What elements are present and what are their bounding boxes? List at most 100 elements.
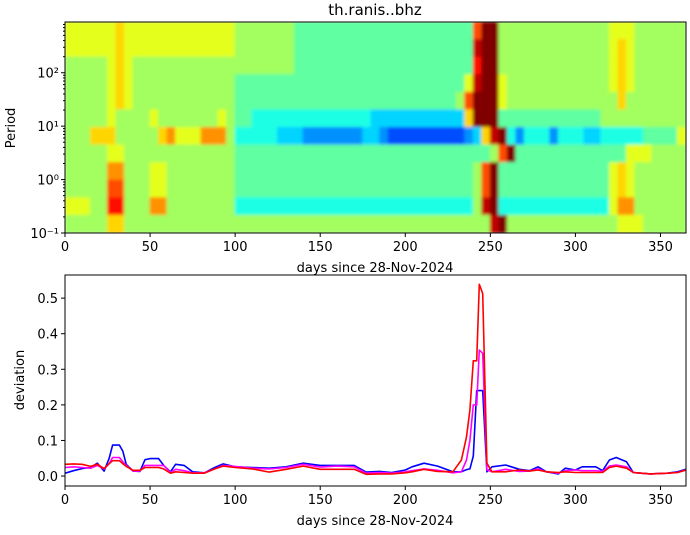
heatmap-cell [498, 74, 508, 93]
heatmap-cell [600, 109, 610, 128]
heatmap-cell [200, 214, 211, 233]
heatmap-cell [251, 91, 262, 111]
heatmap-cell [132, 56, 143, 76]
heatmap-cell [396, 144, 406, 164]
heatmap-cell [523, 179, 534, 199]
heatmap-cell [243, 214, 253, 233]
heatmap-cell [634, 56, 644, 76]
heatmap-cell [370, 127, 381, 146]
heatmap-cell [557, 127, 568, 146]
heatmap-cell [379, 179, 389, 199]
heatmap-cell [591, 109, 602, 128]
heatmap-cell [472, 144, 483, 164]
heatmap-cell [124, 214, 134, 233]
heatmap-cell [566, 109, 576, 128]
heatmap-cell [464, 214, 474, 233]
heatmap-cell [574, 91, 585, 111]
heatmap-cell [651, 56, 661, 76]
heatmap-cell [328, 144, 338, 164]
heatmap-cell [192, 39, 202, 58]
heatmap-cell [634, 214, 644, 233]
heatmap-cell [268, 74, 279, 93]
heatmap-cell [583, 144, 593, 164]
heatmap-cell [396, 179, 406, 199]
heatmap-cell [464, 74, 474, 93]
heatmap-cell [132, 91, 143, 111]
heatmap-cell [115, 144, 126, 164]
heatmap-cell [489, 22, 500, 41]
heatmap-cell [481, 22, 491, 41]
heatmap-cell [277, 162, 287, 181]
heatmap-cell [489, 39, 500, 58]
heatmap-cell [124, 162, 134, 181]
heatmap-cell [617, 214, 627, 233]
heatmap-cell [98, 162, 109, 181]
heatmap-cell [209, 214, 219, 233]
heatmap-cell [379, 127, 389, 146]
heatmap-cell [294, 162, 304, 181]
heatmap-cell [175, 127, 185, 146]
heatmap-cell [81, 127, 92, 146]
heatmap-cell [583, 39, 593, 58]
heatmap-cell [455, 22, 466, 41]
heatmap-cell [81, 22, 92, 41]
heatmap-cell [574, 214, 585, 233]
heatmap-cell [676, 39, 686, 58]
heatmap-cell [268, 22, 279, 41]
heatmap-cell [294, 109, 304, 128]
heatmap-cell [387, 56, 398, 76]
heatmap-cell [107, 214, 117, 233]
heatmap-cell [659, 197, 670, 216]
heatmap-cell [642, 74, 653, 93]
heatmap-cell [285, 197, 296, 216]
heatmap-cell [668, 109, 678, 128]
heatmap-cell [447, 144, 457, 164]
heatmap-cell [200, 162, 211, 181]
heatmap-cell [141, 179, 151, 199]
heatmap-cell [81, 162, 92, 181]
heatmap-cell [600, 39, 610, 58]
heatmap-cell [268, 144, 279, 164]
heatmap-cell [600, 56, 610, 76]
heatmap-cell [149, 74, 160, 93]
heatmap-cell [600, 179, 610, 199]
heatmap-cell [464, 22, 474, 41]
heatmap-cell [481, 39, 491, 58]
heatmap-cell [73, 144, 83, 164]
heatmap-cell [336, 144, 347, 164]
heatmap-cell [404, 179, 415, 199]
heatmap-cell [676, 22, 686, 41]
heatmap-cell [659, 56, 670, 76]
heatmap-cell [532, 74, 542, 93]
heatmap-cell [149, 91, 160, 111]
heatmap-cell [668, 179, 678, 199]
heatmap-cell [175, 214, 185, 233]
heatmap-cell [574, 56, 585, 76]
heatmap-cell [175, 91, 185, 111]
heatmap-cell [285, 22, 296, 41]
heatmap-cell [574, 179, 585, 199]
heatmap-cell [413, 74, 423, 93]
heatmap-cell [294, 74, 304, 93]
heatmap-cell [370, 74, 381, 93]
heatmap-cell [336, 74, 347, 93]
heatmap-cell [260, 109, 270, 128]
heatmap-cell [141, 56, 151, 76]
heatmap-cell [455, 179, 466, 199]
heatmap-cell [98, 74, 109, 93]
series-line-magenta [65, 349, 686, 475]
heatmap-cell [676, 197, 686, 216]
heatmap-cell [141, 91, 151, 111]
heatmap-cell [200, 22, 211, 41]
heatmap-cell [421, 74, 432, 93]
heatmap-cell [277, 109, 287, 128]
heatmap-cell [124, 197, 134, 216]
heatmap-cell [421, 144, 432, 164]
heatmap-cell [251, 162, 262, 181]
heatmap-cell [251, 74, 262, 93]
heatmap-cell [268, 39, 279, 58]
heatmap-cell [540, 214, 551, 233]
heatmap-cell [625, 74, 636, 93]
heatmap-cell [251, 39, 262, 58]
heatmap-cell [566, 162, 576, 181]
